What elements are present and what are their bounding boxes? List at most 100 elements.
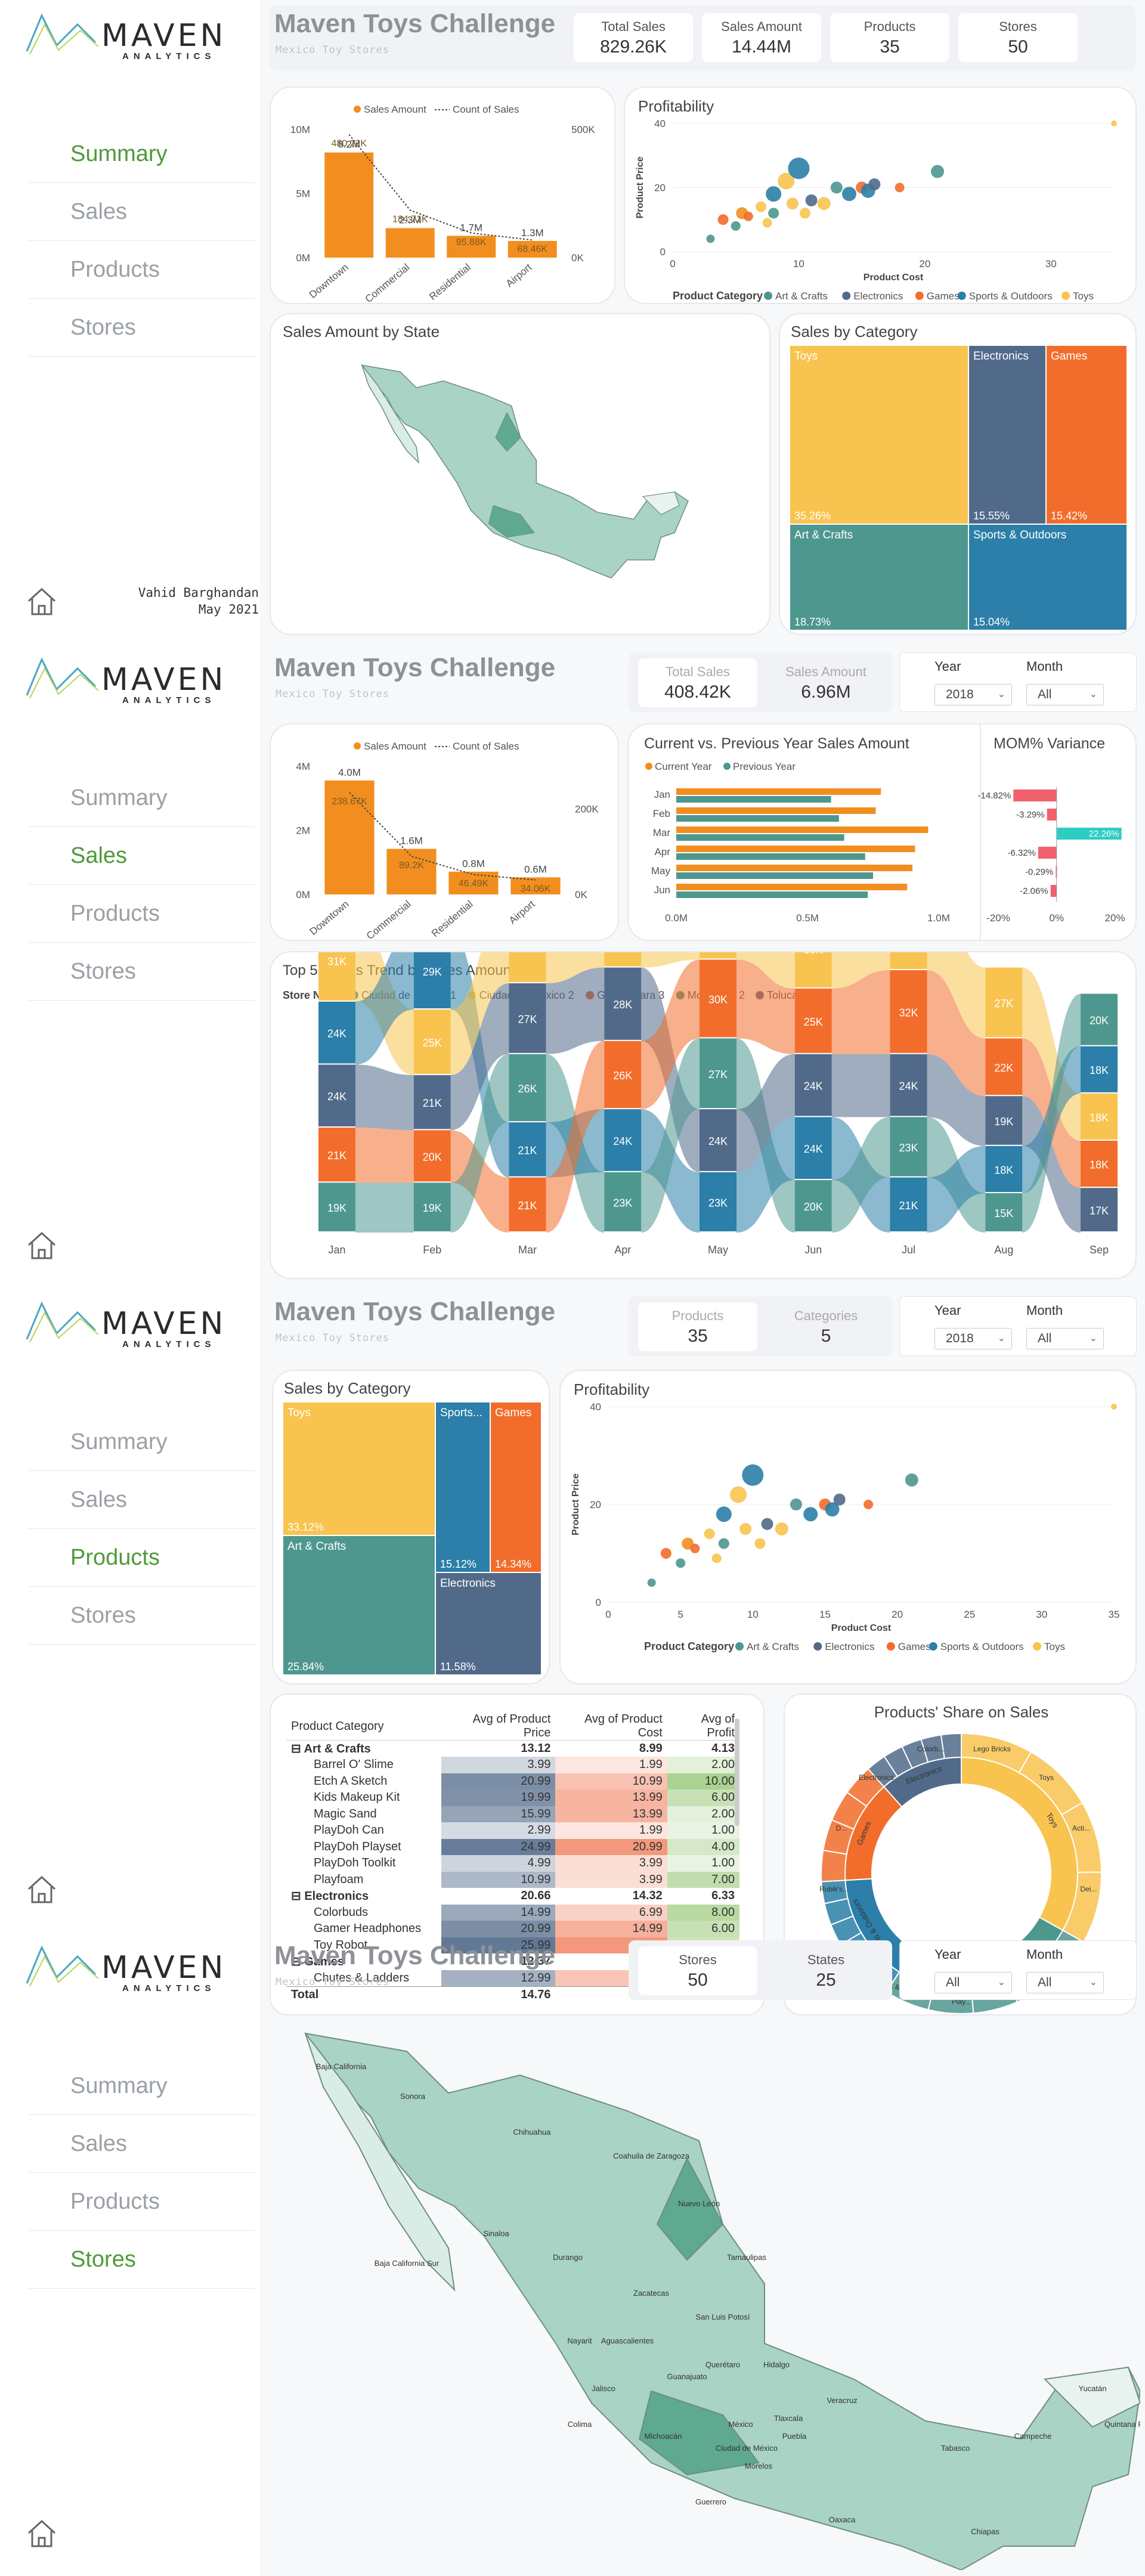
row-label: ⊟ Art & Crafts bbox=[291, 1742, 371, 1755]
kpi-label: Stores bbox=[679, 1952, 717, 1967]
table-row[interactable]: Playfoam 10.99 3.99 7.00 bbox=[286, 1871, 739, 1888]
state-label: Sonora bbox=[400, 2092, 426, 2101]
scatter-point bbox=[1111, 1404, 1117, 1410]
month-dropdown[interactable]: All ⌄ bbox=[1026, 684, 1104, 705]
col-header[interactable]: Avg of Product Cost bbox=[584, 1713, 663, 1739]
mom-bar bbox=[1050, 885, 1057, 897]
map-shape bbox=[361, 364, 419, 464]
nav-stores[interactable]: Stores bbox=[29, 2231, 255, 2289]
home-icon[interactable] bbox=[24, 1871, 60, 1907]
state-map-card: Sales Amount by State bbox=[270, 313, 770, 635]
home-icon[interactable] bbox=[24, 2515, 60, 2551]
page-title: Maven Toys Challenge bbox=[274, 653, 556, 682]
nav-products[interactable]: Products bbox=[29, 885, 255, 943]
x-tick-label: Feb bbox=[423, 1244, 441, 1256]
ribbon-segment bbox=[700, 1172, 736, 1231]
segment-label: 23K bbox=[613, 1197, 632, 1209]
month-value: All bbox=[1038, 688, 1052, 701]
state-label: Tamaulipas bbox=[727, 2253, 766, 2262]
segment-label: 24K bbox=[899, 1080, 918, 1092]
bar-current bbox=[676, 846, 915, 852]
nav-products[interactable]: Products bbox=[29, 241, 255, 299]
page-subtitle: Mexico Toy Stores bbox=[276, 688, 389, 700]
kpi-label: Total Sales bbox=[601, 19, 666, 34]
table-row[interactable]: Magic Sand 15.99 13.99 2.00 bbox=[286, 1806, 739, 1822]
scatter-point bbox=[768, 208, 779, 219]
ribbon bbox=[736, 952, 795, 989]
legend-label: Art & Crafts bbox=[747, 1641, 799, 1652]
card-title: Products' Share on Sales bbox=[874, 1703, 1049, 1721]
kpi-label: Total Sales bbox=[666, 664, 730, 679]
logo-icon bbox=[26, 1301, 99, 1343]
table-cell: 1.99 bbox=[555, 1757, 667, 1773]
location-combo-chart-card: Sales Amount Count of Sales 0M 5M 10M 0K 500K 8… bbox=[270, 86, 615, 304]
table-cell: 19.99 bbox=[441, 1789, 556, 1806]
table-row[interactable]: PlayDoh Can 2.99 1.99 1.00 bbox=[286, 1822, 739, 1839]
scatter-point bbox=[830, 181, 843, 194]
table-row[interactable]: Colorbuds 14.99 6.99 8.00 bbox=[286, 1904, 739, 1921]
row-label: PlayDoh Can bbox=[314, 1823, 384, 1837]
nav-stores[interactable]: Stores bbox=[29, 943, 255, 1001]
kpi-label: Stores bbox=[999, 19, 1037, 34]
state-label: Baja California Sur bbox=[375, 2259, 440, 2268]
nav-sales[interactable]: Sales bbox=[29, 1471, 255, 1529]
nav-stores[interactable]: Stores bbox=[29, 1587, 255, 1645]
scrollbar[interactable] bbox=[735, 1719, 739, 1826]
ribbon-segment bbox=[985, 1193, 1023, 1231]
logo-icon bbox=[26, 13, 99, 55]
legend-marker bbox=[957, 292, 966, 300]
ribbon-segment bbox=[985, 1096, 1023, 1145]
col-header[interactable]: Product Category bbox=[291, 1719, 384, 1733]
nav-sales[interactable]: Sales bbox=[29, 2115, 255, 2173]
sidebar: MAVEN ANALYTICS Summary Sales Products S… bbox=[0, 0, 260, 644]
scatter-point bbox=[800, 208, 810, 219]
segment-label: 31K bbox=[327, 956, 346, 968]
table-group-row[interactable]: ⊟ Art & Crafts 13.12 8.99 4.13 bbox=[286, 1741, 739, 1757]
ribbon bbox=[831, 952, 890, 989]
month-dropdown[interactable]: All ⌄ bbox=[1026, 1328, 1104, 1349]
table-row[interactable]: Etch A Sketch 20.99 10.99 10.00 bbox=[286, 1773, 739, 1789]
table-row[interactable]: PlayDoh Toolkit 4.99 3.99 1.00 bbox=[286, 1855, 739, 1872]
col-header[interactable]: Avg of Profit bbox=[701, 1713, 735, 1739]
state-label: Chihuahua bbox=[513, 2128, 552, 2137]
table-cell: 10.99 bbox=[555, 1773, 667, 1789]
table-row[interactable]: Barrel O' Slime 3.99 1.99 2.00 bbox=[286, 1757, 739, 1773]
bar-data-label: 4.0M bbox=[338, 767, 361, 778]
category-treemap-card: Sales by Category Toys 35.26% Electronics 1… bbox=[779, 313, 1137, 635]
x-tick-label: May bbox=[708, 1244, 728, 1256]
nav-sales[interactable]: Sales bbox=[29, 827, 255, 885]
table-group-row[interactable]: ⊟ Electronics 20.66 14.32 6.33 bbox=[286, 1888, 739, 1905]
nav-summary[interactable]: Summary bbox=[29, 769, 255, 827]
segment-label: 19K bbox=[994, 1116, 1013, 1128]
nav-summary[interactable]: Summary bbox=[29, 125, 255, 183]
table-row[interactable]: PlayDoh Playset 24.99 20.99 4.00 bbox=[286, 1838, 739, 1855]
col-header[interactable]: Avg of Product Price bbox=[472, 1713, 551, 1739]
segment-label: 27K bbox=[994, 998, 1013, 1010]
nav-summary[interactable]: Summary bbox=[29, 1413, 255, 1471]
bar bbox=[385, 228, 435, 258]
year-dropdown[interactable]: All ⌄ bbox=[934, 1972, 1012, 1993]
year-dropdown[interactable]: 2018 ⌄ bbox=[934, 1328, 1012, 1349]
month-dropdown[interactable]: All ⌄ bbox=[1026, 1972, 1104, 1993]
nav-stores[interactable]: Stores bbox=[29, 299, 255, 357]
scatter-point bbox=[706, 234, 715, 243]
home-icon[interactable] bbox=[24, 583, 60, 619]
nav-sales[interactable]: Sales bbox=[29, 183, 255, 241]
nav-products[interactable]: Products bbox=[29, 2173, 255, 2231]
y-tick-label: 0 bbox=[660, 246, 666, 258]
table-row[interactable]: Kids Makeup Kit 19.99 13.99 6.00 bbox=[286, 1789, 739, 1806]
treemap-label: Games bbox=[495, 1407, 531, 1419]
table-row[interactable]: Gamer Headphones 20.99 14.99 6.00 bbox=[286, 1921, 739, 1937]
nav-summary[interactable]: Summary bbox=[29, 2057, 255, 2115]
ribbon-segment bbox=[700, 1109, 736, 1171]
legend-marker bbox=[886, 1642, 895, 1651]
home-icon[interactable] bbox=[24, 1227, 60, 1263]
year-label: Year bbox=[934, 1947, 961, 1962]
nav-products[interactable]: Products bbox=[29, 1529, 255, 1587]
line-data-label: 89.2K bbox=[399, 860, 424, 871]
map-shape bbox=[495, 411, 521, 452]
table-cell: 2.99 bbox=[441, 1822, 556, 1839]
table-cell: 3.99 bbox=[441, 1757, 556, 1773]
segment-label: 24K bbox=[327, 1028, 346, 1040]
year-dropdown[interactable]: 2018 ⌄ bbox=[934, 684, 1012, 705]
